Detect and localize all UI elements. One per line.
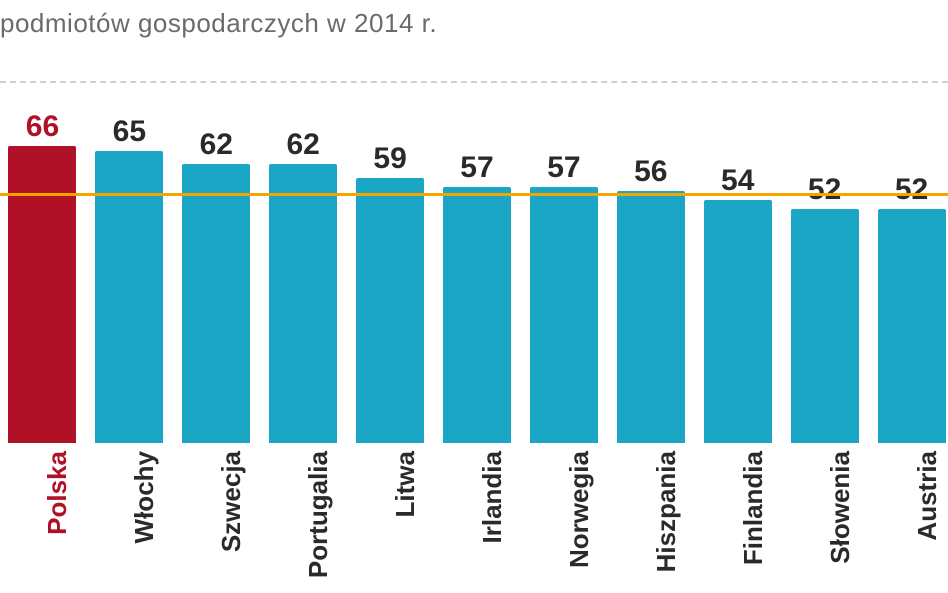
xlabel: Portugalia — [303, 451, 334, 578]
bar-slot: 52 — [788, 175, 861, 443]
bar — [617, 191, 685, 443]
bar — [356, 178, 424, 444]
bar-value: 57 — [460, 153, 493, 183]
xlabel-slot: Słowenia — [788, 443, 861, 593]
bar-slot: 57 — [527, 153, 600, 444]
bar-slot: 62 — [267, 130, 340, 443]
bar-value: 56 — [634, 157, 667, 187]
xlabel: Polska — [42, 451, 73, 535]
bar-slot: 62 — [180, 130, 253, 443]
bar — [443, 187, 511, 444]
bar-value: 62 — [200, 130, 233, 160]
xlabel: Irlandia — [477, 451, 508, 543]
xlabel: Słowenia — [825, 451, 856, 564]
xlabel-slot: Włochy — [93, 443, 166, 593]
bar-value: 62 — [286, 130, 319, 160]
bar — [530, 187, 598, 444]
xlabel: Litwa — [390, 451, 421, 517]
xlabel-slot: Polska — [6, 443, 79, 593]
bar-slot: 56 — [614, 157, 687, 443]
bar — [269, 164, 337, 443]
chart-area: 66 65 62 62 59 57 57 56 54 52 52 Polska Włochy Szwec… — [0, 70, 948, 593]
bar-value: 65 — [113, 117, 146, 147]
xlabel-slot: Finlandia — [701, 443, 774, 593]
bar — [878, 209, 946, 443]
bar-value: 66 — [26, 112, 59, 142]
bar-value: 52 — [808, 175, 841, 205]
bar-slot: 65 — [93, 117, 166, 444]
xlabels-container: Polska Włochy Szwecja Portugalia Litwa Irland… — [0, 443, 948, 593]
xlabel-slot: Szwecja — [180, 443, 253, 593]
bar-value: 59 — [373, 144, 406, 174]
bar-value: 54 — [721, 166, 754, 196]
chart-frame: podmiotów gospodarczych w 2014 r. 66 65 62… — [0, 0, 948, 593]
xlabel: Finlandia — [738, 451, 769, 565]
bar-slot: 52 — [875, 175, 948, 443]
bar-value: 57 — [547, 153, 580, 183]
xlabel: Austria — [912, 451, 943, 541]
bar-slot: 66 — [6, 112, 79, 443]
bar — [182, 164, 250, 443]
xlabel-slot: Hiszpania — [614, 443, 687, 593]
xlabel: Hiszpania — [651, 451, 682, 572]
xlabel: Szwecja — [216, 451, 247, 552]
bar — [8, 146, 76, 443]
xlabel-slot: Norwegia — [527, 443, 600, 593]
bar-value: 52 — [895, 175, 928, 205]
xlabel-slot: Irlandia — [441, 443, 514, 593]
xlabel-slot: Austria — [875, 443, 948, 593]
bar-slot: 54 — [701, 166, 774, 443]
xlabel: Norwegia — [564, 451, 595, 568]
bar — [704, 200, 772, 443]
xlabel-slot: Portugalia — [267, 443, 340, 593]
gridline — [0, 81, 948, 83]
bar-slot: 57 — [441, 153, 514, 444]
bar — [791, 209, 859, 443]
chart-title: podmiotów gospodarczych w 2014 r. — [0, 8, 437, 39]
reference-line — [0, 193, 948, 196]
xlabel-slot: Litwa — [354, 443, 427, 593]
bars-container: 66 65 62 62 59 57 57 56 54 52 52 — [0, 83, 948, 443]
xlabel: Włochy — [129, 451, 160, 543]
bar-slot: 59 — [354, 144, 427, 444]
